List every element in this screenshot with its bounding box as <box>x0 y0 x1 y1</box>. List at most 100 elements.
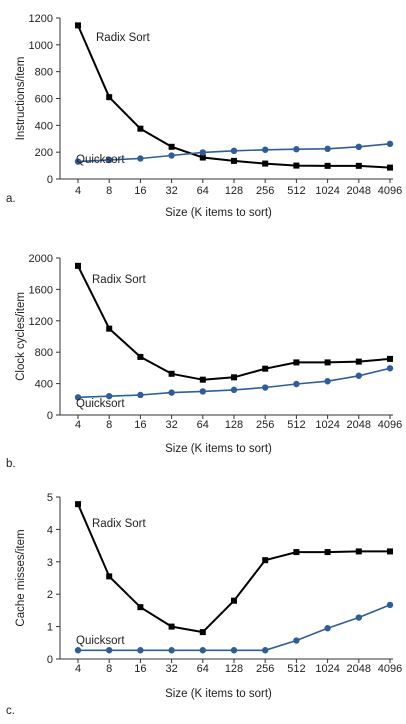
chart-panel-2: 0 400 800 1200 1600 2000 4 8 16 32 64 128 256 512 1024… <box>6 253 402 470</box>
data-point <box>355 548 362 555</box>
data-point <box>199 154 206 161</box>
x-tick-label: 16 <box>134 185 146 197</box>
data-point <box>293 637 300 644</box>
y-axis-title: Instructions/item <box>15 57 27 141</box>
series-quicksort: Quicksort <box>74 601 394 654</box>
data-point <box>199 149 206 156</box>
data-point <box>230 147 238 155</box>
y-tick-label: 0 <box>47 410 53 422</box>
data-point <box>106 94 113 101</box>
x-tick-label: 8 <box>106 663 112 675</box>
data-point <box>262 647 269 654</box>
y-tick-label: 0 <box>47 174 53 186</box>
series-label: Radix Sort <box>92 518 146 530</box>
x-tick-label: 4 <box>75 419 81 431</box>
x-tick-label: 16 <box>134 419 146 431</box>
x-tick-label: 512 <box>287 185 305 197</box>
data-point <box>355 162 362 169</box>
data-point <box>137 353 144 360</box>
y-axis-title: Clock cycles/item <box>15 292 27 381</box>
y-tick-label: 1000 <box>29 40 53 52</box>
series-label: Radix Sort <box>96 32 150 44</box>
x-tick-label: 4 <box>75 185 81 197</box>
data-point <box>231 374 237 381</box>
series-label: Radix Sort <box>92 274 146 286</box>
y-tick-label: 3 <box>47 557 53 569</box>
data-point <box>387 355 393 362</box>
chart-panel-3: 0 1 2 3 4 5 4 8 16 32 64 128 256 512 1024 2048 4096 Size … <box>6 492 402 717</box>
data-point <box>75 262 81 269</box>
data-point <box>106 392 113 400</box>
series-radix-sort: Radix Sort <box>75 22 393 171</box>
series-radix-sort: Radix Sort <box>75 501 393 636</box>
x-tick-label: 4 <box>75 663 81 675</box>
y-tick-label: 400 <box>35 120 53 132</box>
data-point <box>137 391 144 399</box>
y-tick-label: 0 <box>47 654 53 666</box>
y-tick-label: 2000 <box>29 253 53 265</box>
data-point <box>168 647 175 654</box>
x-tick-label: 2048 <box>347 419 371 431</box>
data-point <box>355 614 362 621</box>
x-tick-label: 16 <box>134 663 146 675</box>
y-tick-label: 800 <box>35 347 53 359</box>
data-point <box>231 597 237 604</box>
x-tick-label: 4096 <box>378 663 402 675</box>
x-tick-label: 32 <box>165 663 177 675</box>
y-tick-label: 5 <box>47 492 53 504</box>
data-point <box>386 365 394 372</box>
panel-label: b. <box>6 458 16 470</box>
data-point <box>293 146 300 153</box>
data-point <box>386 140 394 148</box>
x-axis-title: Size (K items to sort) <box>165 443 272 455</box>
data-point <box>168 389 175 396</box>
x-tick-label: 32 <box>165 419 177 431</box>
data-point <box>386 601 394 609</box>
data-point <box>387 548 393 555</box>
x-tick-label: 2048 <box>347 663 371 675</box>
data-point <box>106 573 113 580</box>
data-point <box>199 388 206 395</box>
x-axis-title: Size (K items to sort) <box>165 688 272 700</box>
data-point <box>74 158 82 165</box>
x-tick-label: 64 <box>197 663 209 675</box>
data-point <box>75 22 81 29</box>
series-quicksort: Quicksort <box>74 365 394 410</box>
data-point <box>262 160 269 167</box>
chart-panel-1: 0 200 400 600 800 1000 1200 4 8 16 32 64 128 256 512 10… <box>6 13 402 219</box>
data-point <box>262 557 269 564</box>
panel-label: a. <box>6 193 16 205</box>
x-axis-title: Size (K items to sort) <box>165 207 272 219</box>
x-tick-label: 4096 <box>378 419 402 431</box>
data-point <box>324 145 331 153</box>
data-point <box>324 625 331 632</box>
data-point <box>324 549 331 556</box>
x-tick-label: 1024 <box>315 185 339 197</box>
data-point <box>324 378 331 385</box>
y-tick-label: 800 <box>35 67 53 79</box>
y-tick-label: 600 <box>35 94 53 106</box>
data-point <box>293 162 300 169</box>
data-point <box>293 380 300 388</box>
data-point <box>324 359 331 366</box>
x-tick-label: 8 <box>106 185 112 197</box>
y-tick-label: 2 <box>47 589 53 601</box>
data-point <box>168 623 175 630</box>
data-point <box>168 143 175 150</box>
x-tick-label: 128 <box>225 419 243 431</box>
data-point <box>137 155 144 162</box>
x-tick-label: 512 <box>287 419 305 431</box>
data-point <box>231 157 237 164</box>
data-point <box>324 162 331 169</box>
data-point <box>262 384 269 391</box>
y-axis-title: Cache misses/item <box>15 529 27 626</box>
y-tick-label: 200 <box>35 147 53 159</box>
series-line <box>78 604 391 652</box>
x-tick-label: 256 <box>256 419 274 431</box>
data-point <box>199 376 206 383</box>
x-tick-label: 512 <box>287 663 305 675</box>
data-point <box>106 325 113 332</box>
x-tick-label: 64 <box>197 419 209 431</box>
y-tick-label: 1200 <box>29 316 53 328</box>
x-tick-label: 32 <box>165 185 177 197</box>
